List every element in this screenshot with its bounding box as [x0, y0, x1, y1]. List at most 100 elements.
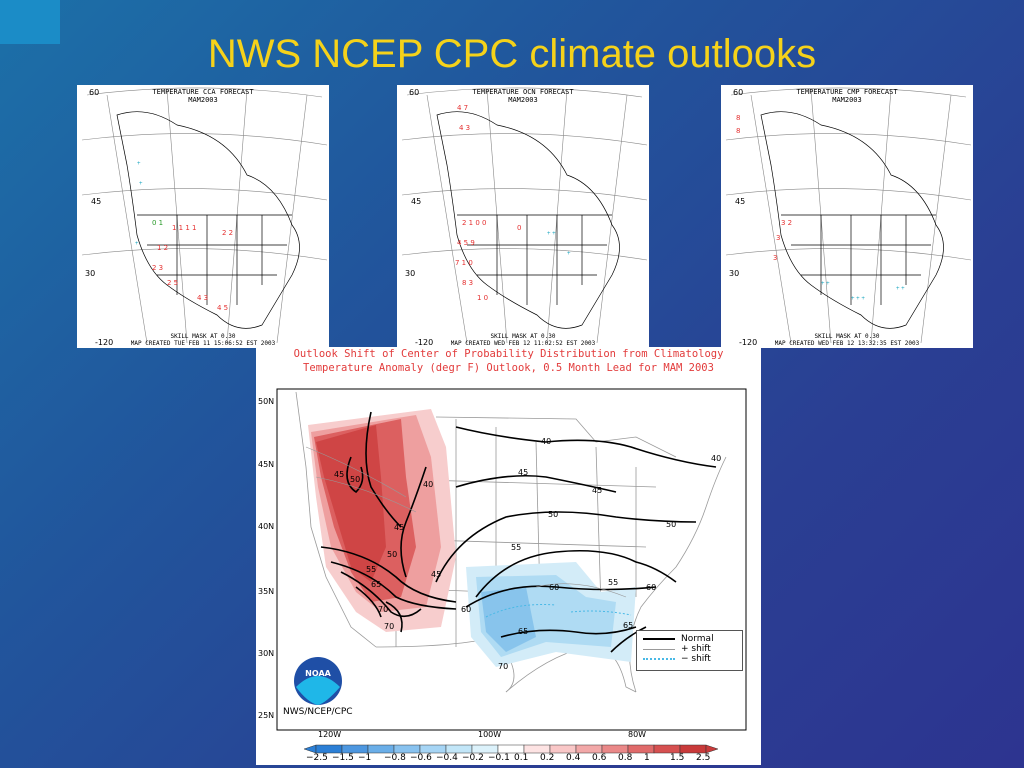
- lat-label: 35N: [258, 587, 275, 596]
- contour-label: 70: [384, 622, 394, 631]
- corner-accent: [0, 0, 60, 44]
- main-outlook-map: Outlook Shift of Center of Probability D…: [256, 347, 761, 765]
- lon-label: -120: [415, 338, 434, 347]
- small-map-title: TEMPERATURE OCN FORECAST: [472, 88, 574, 96]
- colorbar-left-arrow: [303, 744, 317, 754]
- colorbar-tick-label: 0.8: [618, 753, 633, 763]
- legend-plus: + shift: [637, 644, 742, 654]
- svg-text:+: +: [135, 241, 139, 247]
- colorbar-swatch: [601, 744, 629, 754]
- svg-text:+: +: [137, 161, 141, 167]
- colorbar-right-arrow: [705, 744, 719, 754]
- lat-label: 30: [729, 269, 740, 278]
- slide-title: NWS NCEP CPC climate outlooks: [207, 32, 817, 76]
- svg-text:1 2: 1 2: [157, 244, 168, 252]
- colorbar-swatch: [315, 744, 343, 754]
- svg-text:+: +: [139, 181, 143, 187]
- contour-labels: 40 40 40 45 45 45 45 45 50 50 50 50 55 5…: [334, 437, 721, 671]
- contour-label: 55: [511, 543, 521, 552]
- noaa-logo: NOAA: [294, 657, 342, 705]
- main-map-subtitle: Temperature Anomaly (degr F) Outlook, 0.…: [303, 362, 714, 374]
- colorbar-tick-label: −2.5: [306, 753, 328, 763]
- main-map-graphic: 40 40 40 45 45 45 45 45 50 50 50 50 55 5…: [276, 388, 747, 731]
- svg-text:4 3: 4 3: [197, 294, 208, 302]
- svg-text:3 2: 3 2: [781, 219, 792, 227]
- svg-text:8: 8: [736, 114, 740, 122]
- colorbar-swatch: [523, 744, 551, 754]
- small-map-season: MAM2003: [508, 96, 538, 104]
- colorbar-swatch: [341, 744, 369, 754]
- svg-text:+: +: [567, 251, 571, 257]
- contour-label: 70: [378, 605, 388, 614]
- svg-text:4 5: 4 5: [217, 304, 228, 312]
- contour-label: 60: [646, 583, 656, 592]
- colorbar-tick-label: −0.1: [488, 753, 510, 763]
- colorbar-swatch: [549, 744, 577, 754]
- lon-label: 120W: [318, 730, 342, 739]
- svg-text:+ +: + +: [896, 286, 905, 292]
- small-map-season: MAM2003: [832, 96, 862, 104]
- legend-normal: Normal: [637, 634, 742, 644]
- lat-label: 25N: [258, 711, 275, 720]
- lat-label: 40N: [258, 522, 275, 531]
- main-map-title: Outlook Shift of Center of Probability D…: [293, 348, 724, 360]
- contour-legend: Normal + shift − shift: [636, 630, 743, 671]
- colorbar-tick-label: 0.2: [540, 753, 555, 763]
- colorbar-tick-label: −0.4: [436, 753, 458, 763]
- svg-text:0 1: 0 1: [152, 219, 163, 227]
- contour-label: 55: [366, 565, 376, 574]
- lon-label: 100W: [478, 730, 502, 739]
- contour-label: 50: [387, 550, 397, 559]
- svg-text:2 5: 2 5: [167, 279, 178, 287]
- svg-text:0: 0: [517, 224, 521, 232]
- colorbar-labels: −2.5 −1.5 −1 −0.8 −0.6 −0.4 −0.2 −0.1 0.1 0.2 0.4 0…: [256, 753, 761, 765]
- small-map-created: MAP CREATED WED FEB 12 11:02:52 EST 2003: [450, 340, 596, 347]
- svg-text:8: 8: [736, 127, 740, 135]
- colorbar-tick-label: −0.2: [462, 753, 484, 763]
- colorbar-swatch: [575, 744, 603, 754]
- contour-label: 60: [549, 583, 559, 592]
- lon-label: 80W: [628, 730, 647, 739]
- small-map-ocn-graphic: 4 7 4 3 2 1 0 0 4 5 9 7 1 0 8 3 1 0 0 + + +: [401, 87, 648, 344]
- svg-text:3: 3: [776, 234, 780, 242]
- svg-text:1 1 1 1: 1 1 1 1: [172, 224, 197, 232]
- colorbar-swatch: [653, 744, 681, 754]
- contour-label: 40: [423, 480, 433, 489]
- legend-minus-swatch: [643, 658, 675, 660]
- contour-label: 65: [371, 580, 381, 589]
- small-map-cmp-graphic: 883 233 + ++ + ++ +: [725, 87, 972, 344]
- contour-label: 45: [431, 570, 441, 579]
- svg-text:1 0: 1 0: [477, 294, 488, 302]
- small-map-title: TEMPERATURE CMP FORECAST: [796, 88, 898, 96]
- lat-label: 45: [91, 197, 102, 206]
- contour-label: 55: [608, 578, 618, 587]
- lat-label: 45: [735, 197, 746, 206]
- legend-minus: − shift: [637, 654, 742, 664]
- small-map-created: MAP CREATED WED FEB 12 13:32:35 EST 2003: [774, 340, 920, 347]
- colorbar-tick-label: 0.6: [592, 753, 607, 763]
- lat-label: 45N: [258, 460, 275, 469]
- small-map-skill: SKILL MASK AT 0.30: [170, 333, 236, 340]
- small-map-cca-graphic: 1 1 1 1 1 2 2 3 2 5 4 3 4 5 2 2 0 1 + + +: [81, 87, 328, 344]
- colorbar-tick-label: 0.1: [514, 753, 529, 763]
- lat-label: 60: [733, 88, 744, 97]
- small-map-ocn: 4 7 4 3 2 1 0 0 4 5 9 7 1 0 8 3 1 0 0 + + + TEM…: [397, 85, 649, 348]
- legend-plus-swatch: [643, 648, 675, 650]
- svg-text:4 3: 4 3: [459, 124, 470, 132]
- small-map-cca: 1 1 1 1 1 2 2 3 2 5 4 3 4 5 2 2 0 1 + + + TEMPE…: [77, 85, 329, 348]
- lat-label: 60: [409, 88, 420, 97]
- lon-label: -120: [95, 338, 114, 347]
- colorbar-swatch: [497, 744, 525, 754]
- contour-label: 70: [498, 662, 508, 671]
- lat-label: 50N: [258, 397, 275, 406]
- small-map-skill: SKILL MASK AT 0.30: [814, 333, 880, 340]
- svg-text:2 1 0 0: 2 1 0 0: [462, 219, 487, 227]
- legend-minus-label: − shift: [681, 654, 711, 664]
- colorbar-swatch: [367, 744, 395, 754]
- colorbar-tick-label: 0.4: [566, 753, 581, 763]
- contour-label: 50: [666, 520, 676, 529]
- contour-label: 45: [518, 468, 528, 477]
- legend-plus-label: + shift: [681, 644, 711, 654]
- lat-label: 45: [411, 197, 422, 206]
